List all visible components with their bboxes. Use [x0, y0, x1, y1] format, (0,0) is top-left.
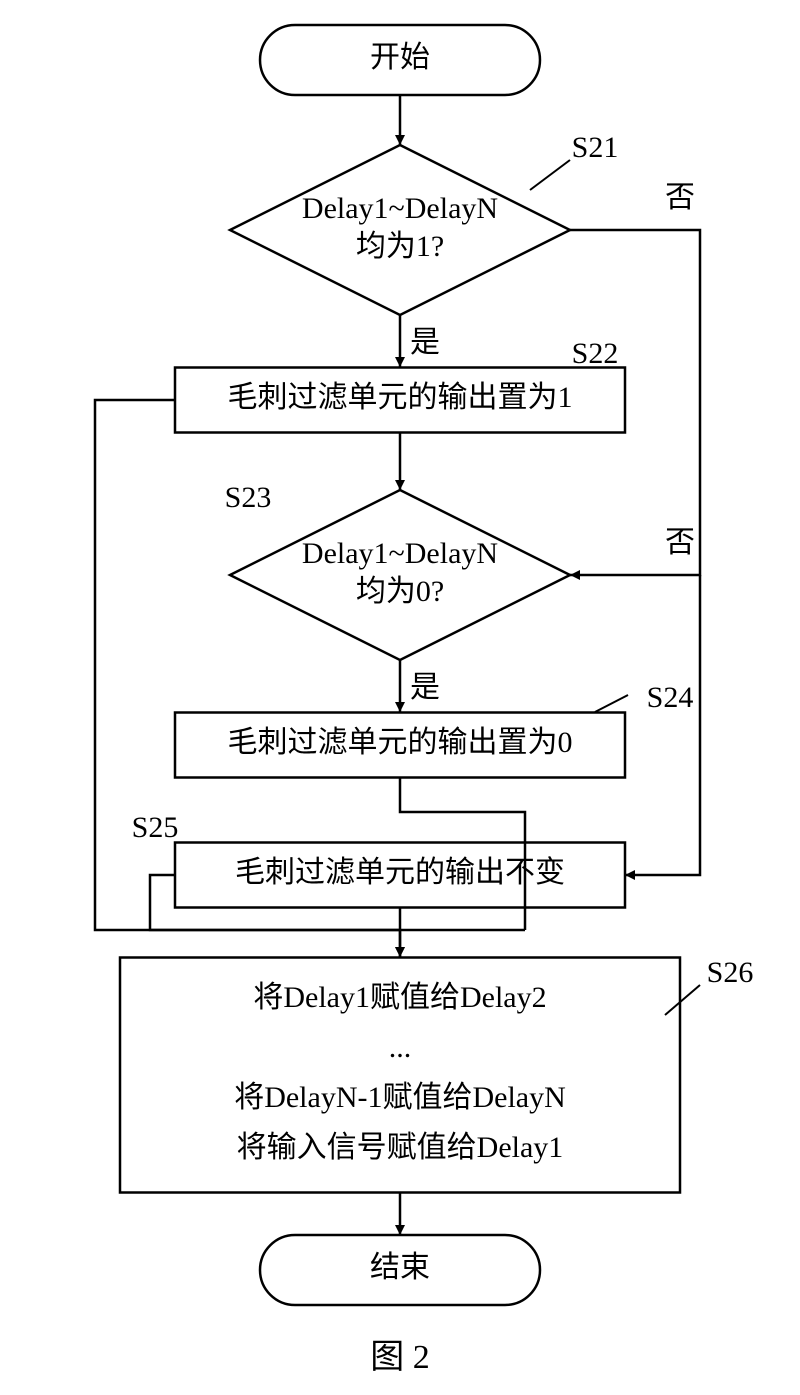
node-text: 均为1?	[356, 230, 444, 263]
node-text: Delay1~DelayN	[302, 192, 498, 225]
node-text: 毛刺过滤单元的输出不变	[235, 856, 565, 889]
node-text: 将Delay1赋值给Delay2	[253, 981, 546, 1014]
node-text: 开始	[370, 41, 430, 74]
node-text: 结束	[370, 1251, 430, 1284]
edge	[625, 575, 700, 875]
node-text: ...	[389, 1031, 412, 1064]
step-label: S26	[707, 956, 754, 989]
step-label: S21	[572, 131, 619, 164]
edge-label: 是	[410, 671, 440, 704]
step-label-line	[530, 160, 570, 190]
edge-label: 否	[665, 526, 695, 559]
step-label: S23	[225, 481, 272, 514]
step-label: S25	[132, 811, 179, 844]
flowchart-canvas: 开始 Delay1~DelayN 均为1? 毛刺过滤单元的输出置为1 Delay1~De…	[0, 0, 800, 1395]
edge-label: 否	[665, 181, 695, 214]
node-text: 将输入信号赋值给Delay1	[237, 1131, 564, 1164]
step-label: S22	[572, 337, 619, 370]
step-label-line	[595, 695, 628, 712]
node-text: 将DelayN-1赋值给DelayN	[234, 1081, 566, 1114]
node-text: Delay1~DelayN	[302, 537, 498, 570]
node-text: 毛刺过滤单元的输出置为1	[228, 381, 573, 414]
step-label: S24	[647, 681, 694, 714]
edge-label: 是	[410, 326, 440, 359]
node-text: 均为0?	[356, 575, 444, 608]
node-text: 毛刺过滤单元的输出置为0	[228, 726, 573, 759]
figure-caption: 图 2	[370, 1339, 430, 1376]
